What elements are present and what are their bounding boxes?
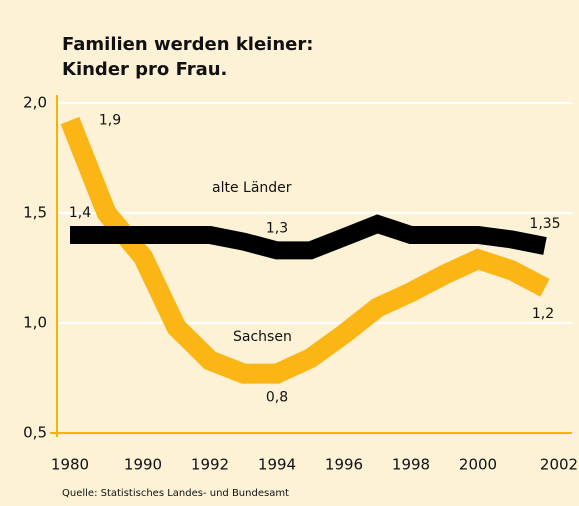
y-tick-label: 1,5	[23, 204, 47, 222]
chart-title: Kinder pro Frau.	[62, 59, 227, 80]
data-label: 1,3	[266, 220, 288, 236]
x-tick-label: 1994	[258, 456, 296, 474]
source-note: Quelle: Statistisches Landes- und Bundes…	[62, 488, 289, 499]
data-label: 0,8	[266, 390, 288, 406]
data-label: 1,4	[69, 205, 91, 221]
x-tick-label: 1996	[325, 456, 363, 474]
y-tick-label: 0,5	[23, 424, 47, 442]
y-tick-label: 1,0	[23, 314, 47, 332]
series-label: alte Länder	[212, 180, 292, 196]
series-line	[70, 214, 547, 260]
x-tick-label: 1990	[124, 456, 162, 474]
x-tick-label: 1992	[191, 456, 229, 474]
x-tick-label: 2000	[459, 456, 497, 474]
series-label: Sachsen	[233, 329, 292, 345]
data-label: 1,2	[532, 306, 554, 322]
y-tick-label: 2,0	[23, 94, 47, 112]
chart-title: Familien werden kleiner:	[62, 34, 313, 55]
data-label: 1,9	[99, 113, 121, 129]
data-label: 1,35	[529, 216, 560, 232]
series-line	[60, 116, 550, 384]
x-tick-label: 1998	[392, 456, 430, 474]
x-tick-label: 2002	[540, 456, 578, 474]
x-tick-label: 1980	[51, 456, 89, 474]
